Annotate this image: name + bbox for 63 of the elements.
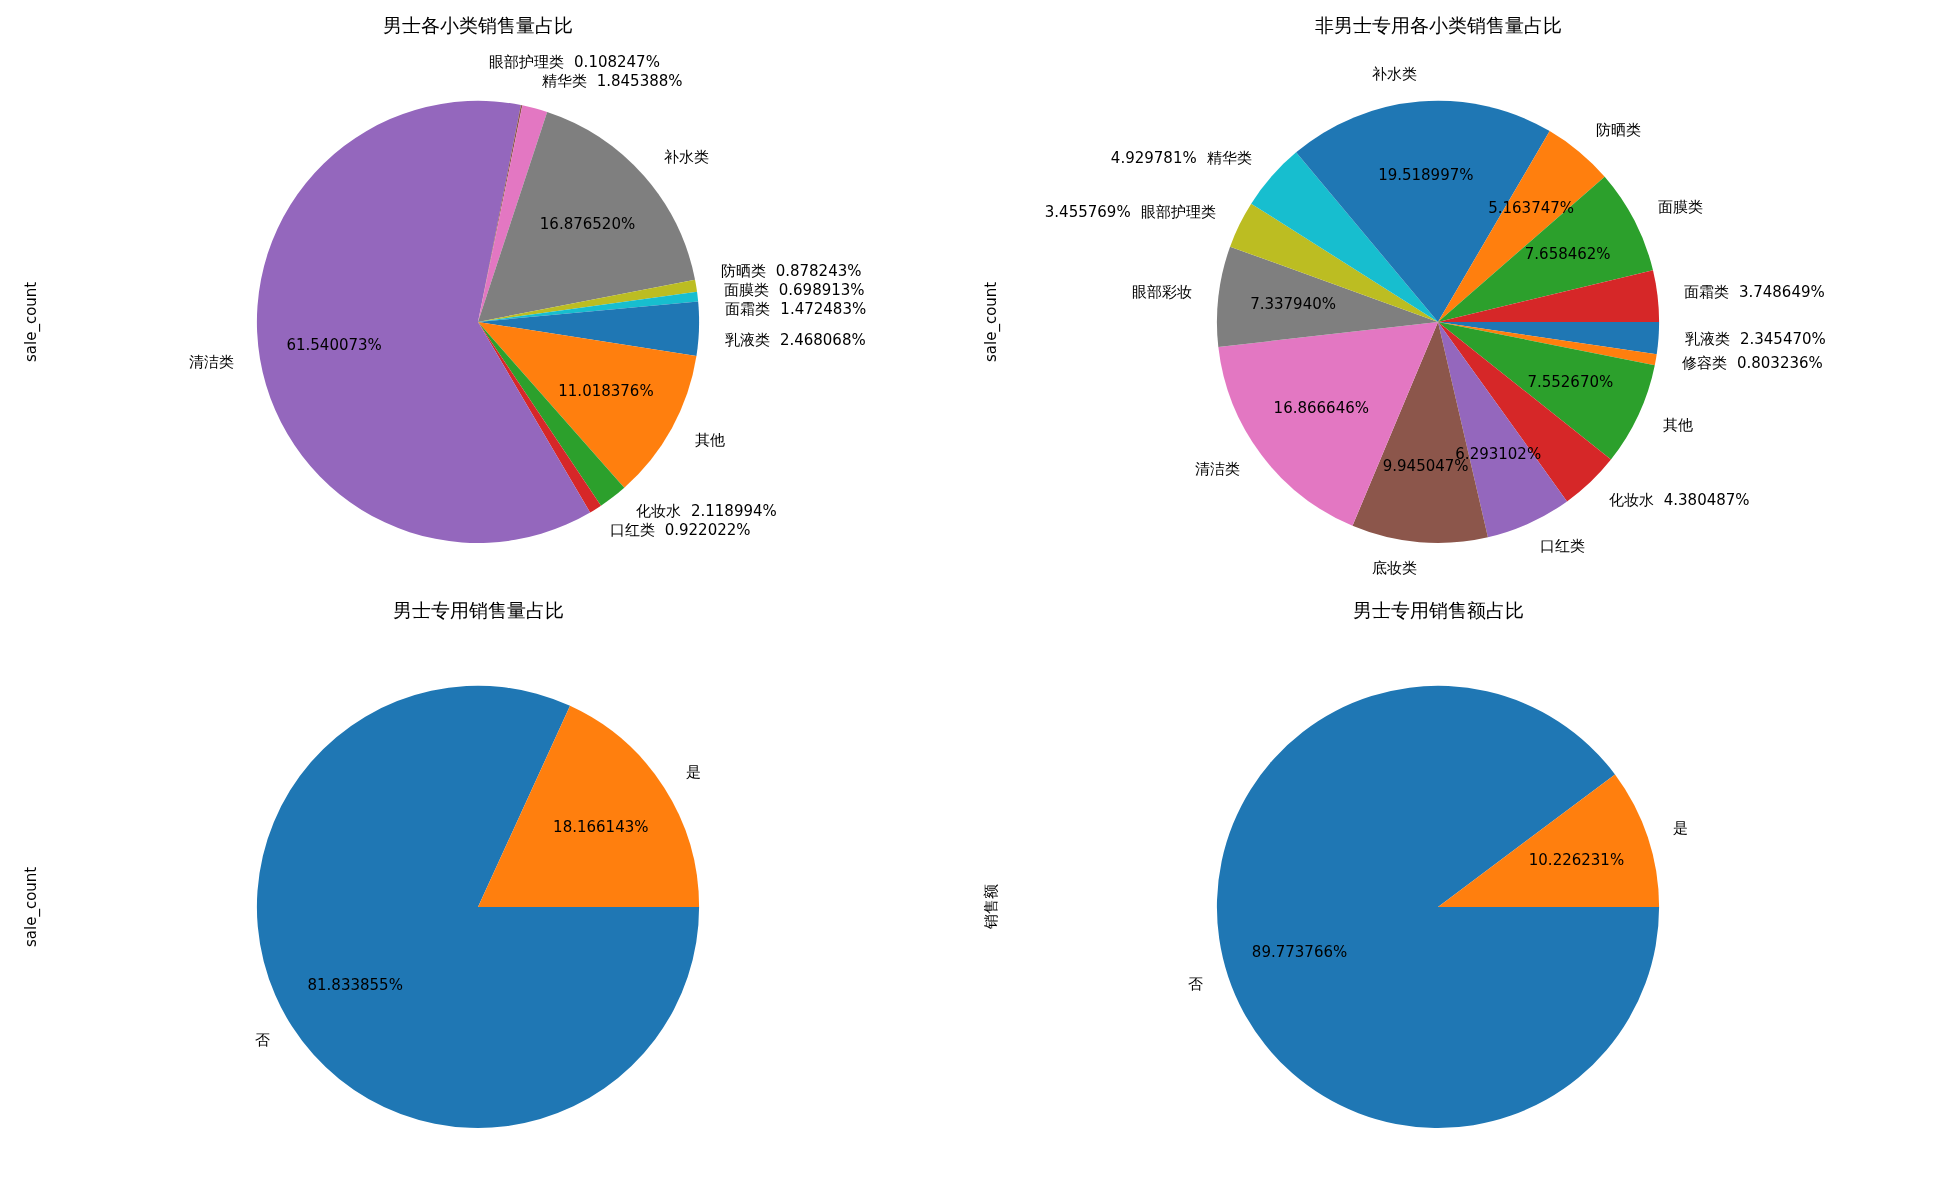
data-label: 19.518997% [1378,166,1474,185]
data-label: 3.748649% [1738,282,1825,301]
slice-label: 口红类 [609,521,655,540]
data-label: 1.845388% [596,72,683,91]
data-label: 7.337940% [1250,294,1336,313]
data-label: 2.345470% [1739,330,1826,349]
slice-label: 修容类 [1681,354,1727,373]
slice-label: 是 [1672,818,1688,837]
slice-label: 乳液类 [724,330,770,349]
slice-label: 清洁类 [1194,460,1240,479]
data-label: 7.658462% [1524,244,1611,263]
data-label: 89.773766% [1251,942,1348,961]
data-label: 2.118994% [690,502,777,521]
slice-label: 否 [254,1030,270,1049]
slice-label: 防晒类 [1595,121,1641,140]
data-label: 0.878243% [775,262,862,281]
slice-label: 面霜类 [725,300,771,319]
data-label: 11.018376% [558,381,654,400]
data-label: 2.468068% [779,330,866,349]
slice-label: 面霜类 [1683,282,1729,301]
slice-label: 化妆水 [635,502,681,521]
data-label: 61.540073% [286,336,382,355]
slice-label: 底妆类 [1372,558,1418,577]
chart-title: 非男士专用各小类销售量占比 [1314,14,1562,37]
slice-label: 面膜类 [723,281,769,300]
data-label: 7.552670% [1527,373,1614,392]
slice-label: 面膜类 [1658,198,1704,217]
data-label: 0.803236% [1736,354,1823,373]
text: sale_count [981,281,1001,363]
chart-title: 男士专用销售额占比 [1352,599,1524,622]
data-label: 0.108247% [574,53,660,72]
text: 销售额 [981,884,1000,931]
slice-label: 眼部彩妆 [1132,282,1193,301]
data-label: 1.472483% [780,300,867,319]
data-label: 10.226231% [1528,850,1625,869]
slice-label: 是 [686,763,702,782]
slice-label: 补水类 [1372,65,1418,84]
slice-label: 其他 [1662,416,1693,435]
data-label: 0.698913% [778,281,865,300]
chart-title: 男士专用销售量占比 [392,599,564,622]
data-label: 81.833855% [307,975,403,994]
slice-label: 乳液类 [1684,330,1730,349]
slice-label: 化妆水 [1608,491,1654,510]
slice-label: 防晒类 [720,262,766,281]
slice-label: 否 [1188,974,1204,993]
data-label: 16.866646% [1273,399,1369,418]
data-label: 3.455769% [1044,202,1131,221]
data-label: 4.380487% [1663,491,1750,510]
slice-label: 精华类 [541,72,587,91]
data-label: 4.929781% [1110,148,1197,167]
slice-label: 眼部护理类 [1140,202,1216,221]
slice-label: 其他 [695,430,726,449]
chart-title: 男士各小类销售量占比 [383,14,573,37]
text: sale_count [21,866,41,948]
slice-label: 清洁类 [188,353,234,372]
data-label: 16.876520% [539,215,636,234]
slice-label: 精华类 [1206,148,1252,167]
slice-label: 眼部护理类 [489,53,565,72]
text: sale_count [21,281,41,363]
slice-label: 补水类 [663,148,709,167]
data-label: 0.922022% [664,521,751,540]
slice-label: 口红类 [1540,537,1586,556]
data-label: 18.166143% [553,817,649,836]
